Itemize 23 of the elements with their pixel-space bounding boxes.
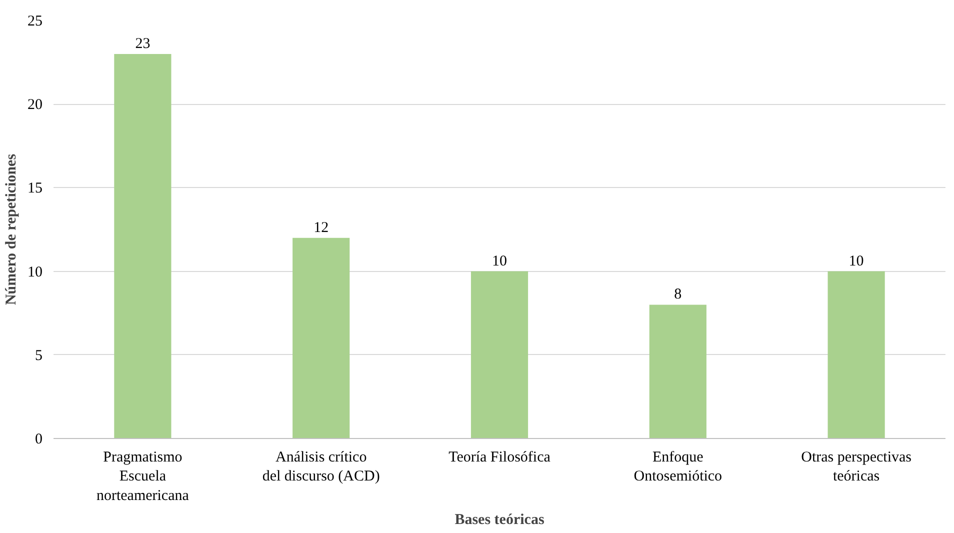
bar (292, 238, 350, 438)
x-tick-label: Otras perspectivas teóricas (801, 450, 912, 485)
y-axis-title: Número de repeticiones (4, 154, 20, 306)
y-tick-label: 10 (28, 264, 42, 280)
bar (114, 54, 172, 438)
x-tick-label: Pragmatismo Escuela norteamericana (96, 450, 190, 504)
x-tick-label: Teoría Filosófica (448, 450, 551, 466)
bar (828, 271, 885, 438)
data-label: 10 (492, 253, 507, 270)
y-tick-label: 0 (35, 432, 42, 448)
data-label: 10 (848, 253, 864, 270)
y-tick-label: 20 (28, 97, 42, 114)
data-label: 23 (135, 36, 150, 52)
x-tick-label: Análisis crítico del discurso (ACD) (262, 450, 380, 485)
bar (470, 271, 528, 438)
data-label: 8 (674, 286, 682, 303)
y-tick-label: 15 (28, 180, 42, 197)
data-label: 12 (314, 220, 329, 236)
y-tick-label: 25 (28, 14, 42, 30)
bar (649, 304, 706, 438)
x-tick-label: Enfoque Ontosemiótico (634, 450, 722, 485)
x-axis-title: Bases teóricas (454, 512, 544, 528)
y-tick-label: 5 (35, 348, 42, 364)
